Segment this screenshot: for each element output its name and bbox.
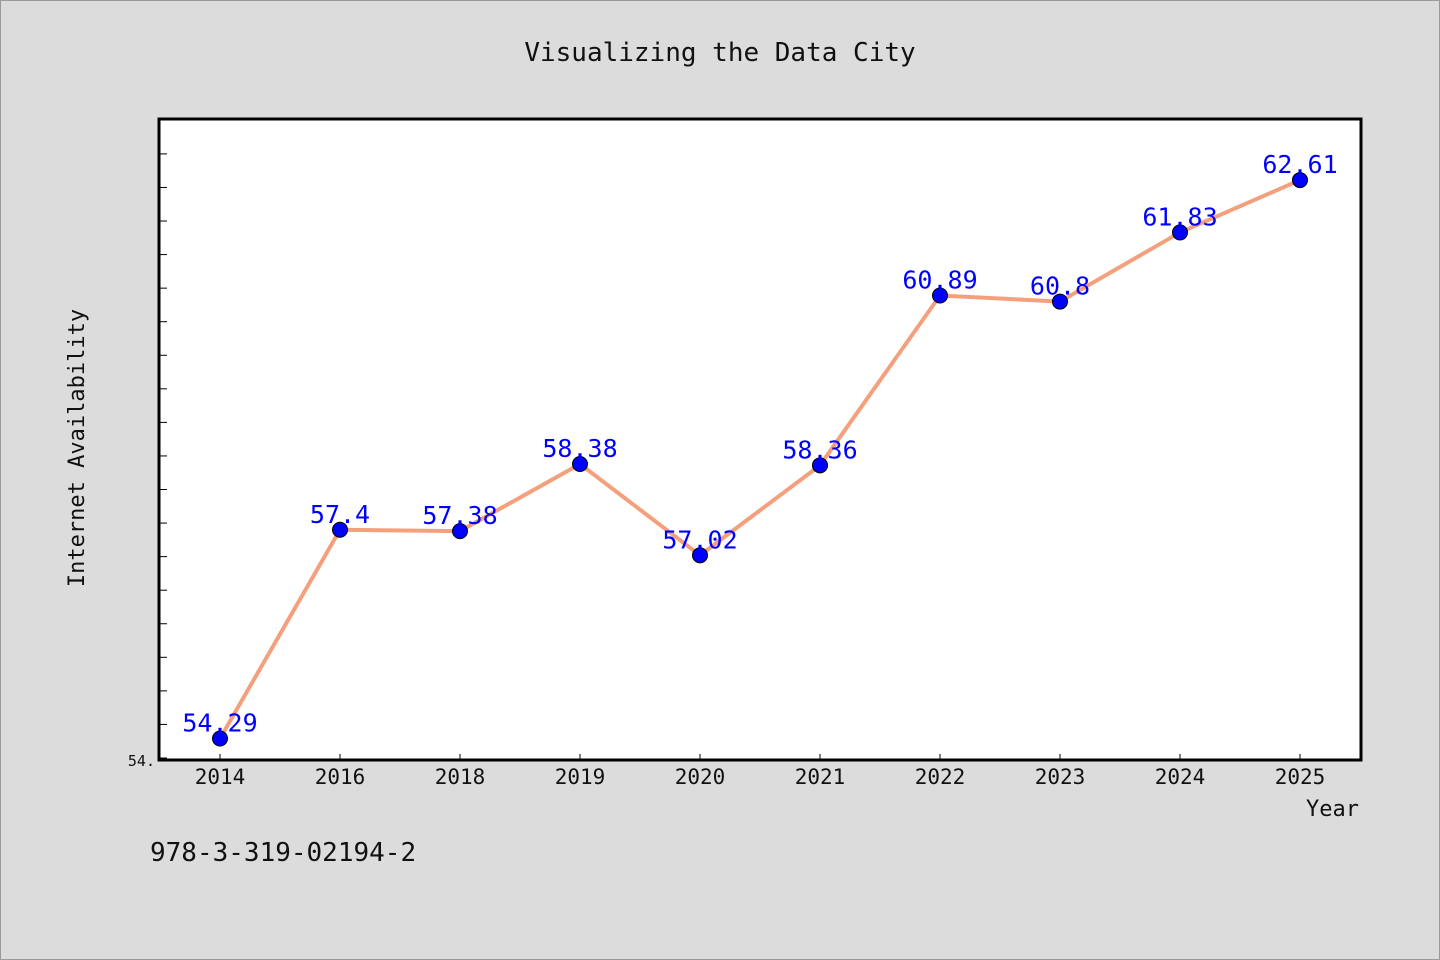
series-internet-availability	[212, 172, 1308, 747]
data-label: 58.36	[782, 435, 857, 464]
series-line	[218, 178, 1301, 740]
x-tick-label: 2022	[915, 765, 966, 789]
data-point	[692, 547, 708, 564]
data-point	[212, 730, 228, 747]
x-tick-label: 2014	[195, 765, 246, 789]
data-point	[932, 287, 948, 304]
data-label: 57.38	[422, 501, 497, 530]
plot-area	[157, 117, 1363, 762]
data-label: 54.29	[182, 709, 257, 738]
data-label: 60.89	[902, 266, 977, 295]
data-point	[572, 455, 588, 472]
data-point	[332, 521, 348, 538]
data-point	[452, 523, 468, 540]
data-point	[1052, 293, 1068, 310]
data-label: 58.38	[542, 434, 617, 463]
x-tick-label: 2024	[1155, 765, 1206, 789]
x-tick-label: 2021	[795, 765, 846, 789]
data-point	[1172, 224, 1188, 241]
data-labels: 54.29 57.4 57.38 58.38 57.02 58.36 60.89 60.8 61…	[182, 150, 1337, 737]
x-axis-label: Year	[1306, 797, 1359, 822]
x-tick-label: 2020	[675, 765, 726, 789]
x-tick-label: 2025	[1275, 765, 1326, 789]
y-axis-label: Internet Availability	[65, 309, 90, 587]
data-label: 62.61	[1262, 150, 1337, 179]
x-tick-label: 2018	[435, 765, 486, 789]
data-label: 57.4	[310, 500, 370, 529]
x-tick-label: 2016	[315, 765, 366, 789]
x-tick-label: 2023	[1035, 765, 1086, 789]
y-tick-label: 54.	[128, 752, 155, 770]
data-label: 60.8	[1030, 272, 1090, 301]
data-label: 57.02	[662, 525, 737, 554]
footer-isbn: 978-3-319-02194-2	[150, 838, 416, 868]
data-point	[1292, 172, 1308, 189]
data-label: 61.83	[1142, 202, 1217, 231]
chart-title: Visualizing the Data City	[524, 38, 915, 68]
x-axis-ticks: 2014 2016 2018 2019 2020 2021 2022 2023 2024 2025	[195, 754, 1326, 789]
data-point	[812, 457, 828, 474]
x-tick-label: 2019	[555, 765, 606, 789]
y-axis-ticks	[159, 153, 167, 759]
